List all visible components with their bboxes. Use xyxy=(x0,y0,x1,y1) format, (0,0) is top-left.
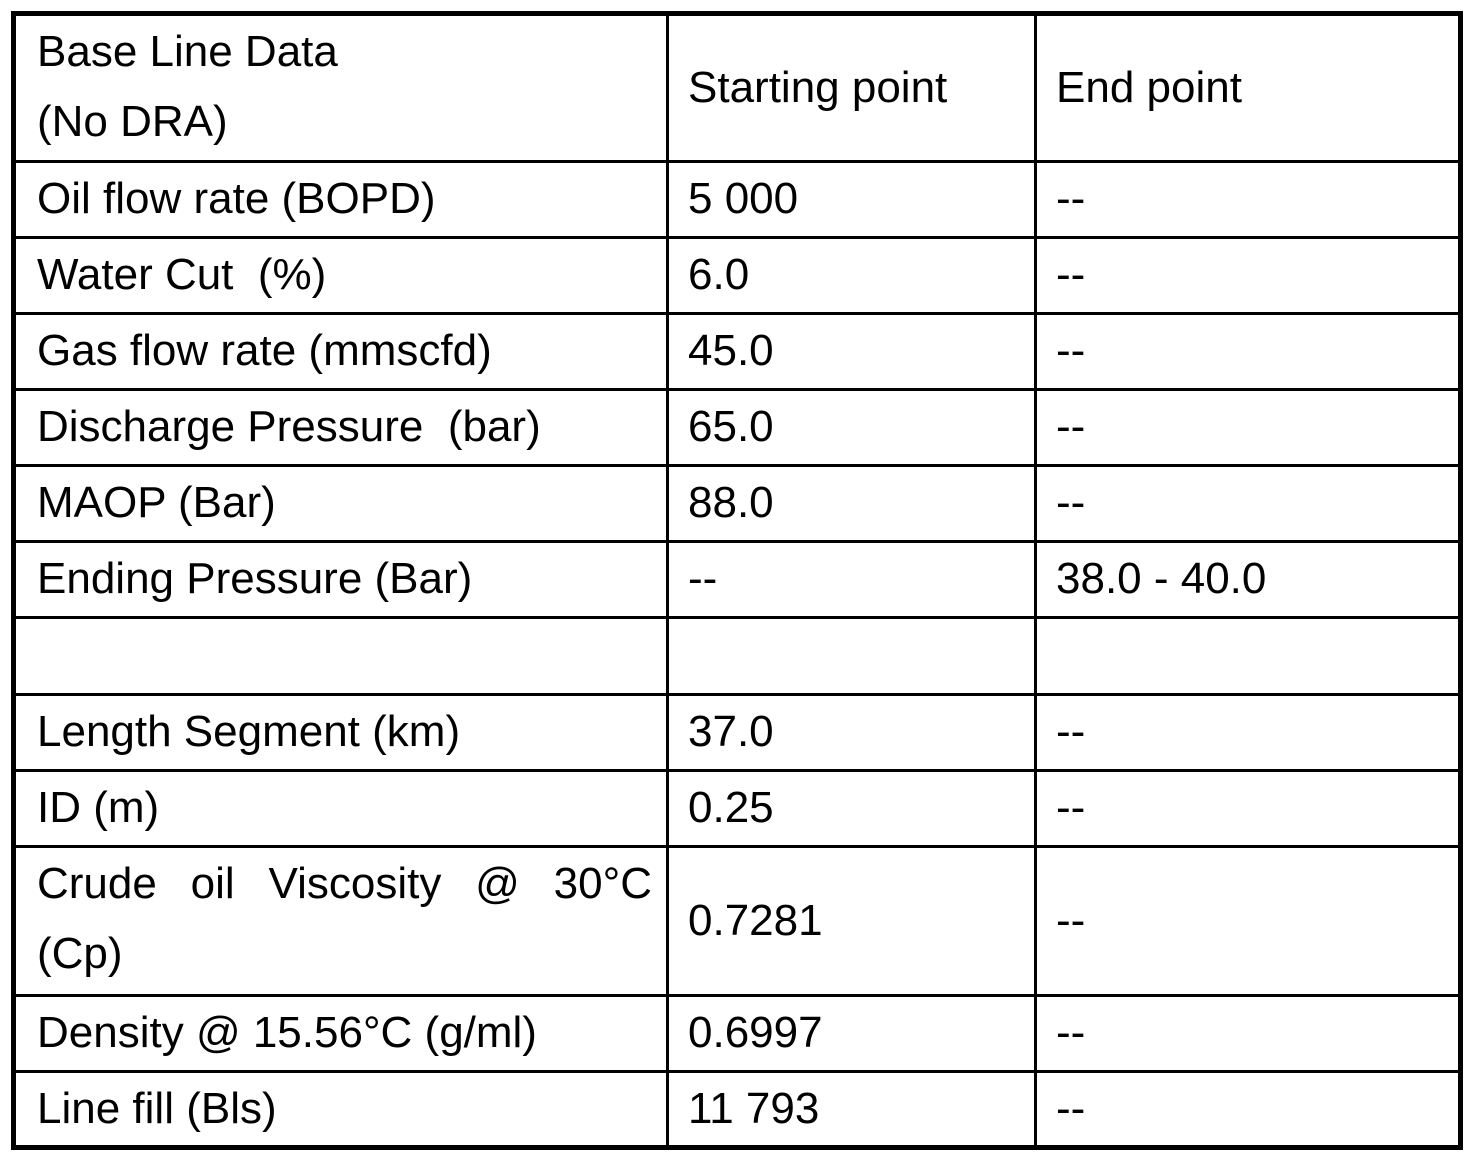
end-value-cell: -- xyxy=(1034,388,1462,467)
start-value-cell: 65.0 xyxy=(666,388,1037,467)
table-row: Oil flow rate (BOPD) 5 000 -- xyxy=(12,160,1462,239)
baseline-data-table: Base Line Data (No DRA) Starting point E… xyxy=(11,11,1463,1150)
start-value-cell xyxy=(666,616,1037,696)
header-row: Base Line Data (No DRA) Starting point E… xyxy=(12,12,1462,163)
table-row: Density @ 15.56°C (g/ml) 0.6997 -- xyxy=(12,994,1462,1073)
end-value-cell: -- xyxy=(1034,1070,1462,1149)
row-label-cell: Density @ 15.56°C (g/ml) xyxy=(12,994,669,1073)
end-value-cell: -- xyxy=(1034,693,1462,772)
row-label-cell: Discharge Pressure (bar) xyxy=(12,388,669,467)
row-label-cell: Length Segment (km) xyxy=(12,693,669,772)
row-label-cell: Oil flow rate (BOPD) xyxy=(12,160,669,239)
end-value-cell: -- xyxy=(1034,464,1462,543)
start-value-cell: -- xyxy=(666,540,1037,619)
start-value-cell: 0.25 xyxy=(666,769,1037,848)
table-row: MAOP (Bar) 88.0 -- xyxy=(12,464,1462,543)
end-value-cell xyxy=(1034,616,1462,696)
table-row: Length Segment (km) 37.0 -- xyxy=(12,693,1462,772)
table-row: Water Cut (%) 6.0 -- xyxy=(12,236,1462,315)
start-value-cell: 11 793 xyxy=(666,1070,1037,1149)
end-value-cell: -- xyxy=(1034,236,1462,315)
table-row: Crude oil Viscosity @ 30°C (Cp) 0.7281 -… xyxy=(12,845,1462,997)
row-label-cell: Water Cut (%) xyxy=(12,236,669,315)
table-row: Line fill (Bls) 11 793 -- xyxy=(12,1070,1462,1149)
end-value-cell: 38.0 - 40.0 xyxy=(1034,540,1462,619)
row-label-cell: Gas flow rate (mmscfd) xyxy=(12,312,669,391)
start-value-cell: 5 000 xyxy=(666,160,1037,239)
end-value-cell: -- xyxy=(1034,845,1462,997)
col-header-end: End point xyxy=(1034,12,1462,163)
row-label-cell: Ending Pressure (Bar) xyxy=(12,540,669,619)
empty-spacer-row xyxy=(12,616,1462,696)
start-value-cell: 0.7281 xyxy=(666,845,1037,997)
start-value-cell: 88.0 xyxy=(666,464,1037,543)
end-value-cell: -- xyxy=(1034,312,1462,391)
row-label-cell: ID (m) xyxy=(12,769,669,848)
end-value-cell: -- xyxy=(1034,769,1462,848)
table-row: ID (m) 0.25 -- xyxy=(12,769,1462,848)
row-label-cell: Line fill (Bls) xyxy=(12,1070,669,1149)
table-row: Discharge Pressure (bar) 65.0 -- xyxy=(12,388,1462,467)
start-value-cell: 37.0 xyxy=(666,693,1037,772)
table-row: Gas flow rate (mmscfd) 45.0 -- xyxy=(12,312,1462,391)
row-label-cell: Crude oil Viscosity @ 30°C (Cp) xyxy=(12,845,669,997)
end-value-cell: -- xyxy=(1034,994,1462,1073)
row-label-cell xyxy=(12,616,669,696)
start-value-cell: 6.0 xyxy=(666,236,1037,315)
end-value-cell: -- xyxy=(1034,160,1462,239)
table-row: Ending Pressure (Bar) -- 38.0 - 40.0 xyxy=(12,540,1462,619)
row-label-cell: MAOP (Bar) xyxy=(12,464,669,543)
start-value-cell: 0.6997 xyxy=(666,994,1037,1073)
table-title-cell: Base Line Data (No DRA) xyxy=(12,12,669,163)
start-value-cell: 45.0 xyxy=(666,312,1037,391)
col-header-start: Starting point xyxy=(666,12,1037,163)
